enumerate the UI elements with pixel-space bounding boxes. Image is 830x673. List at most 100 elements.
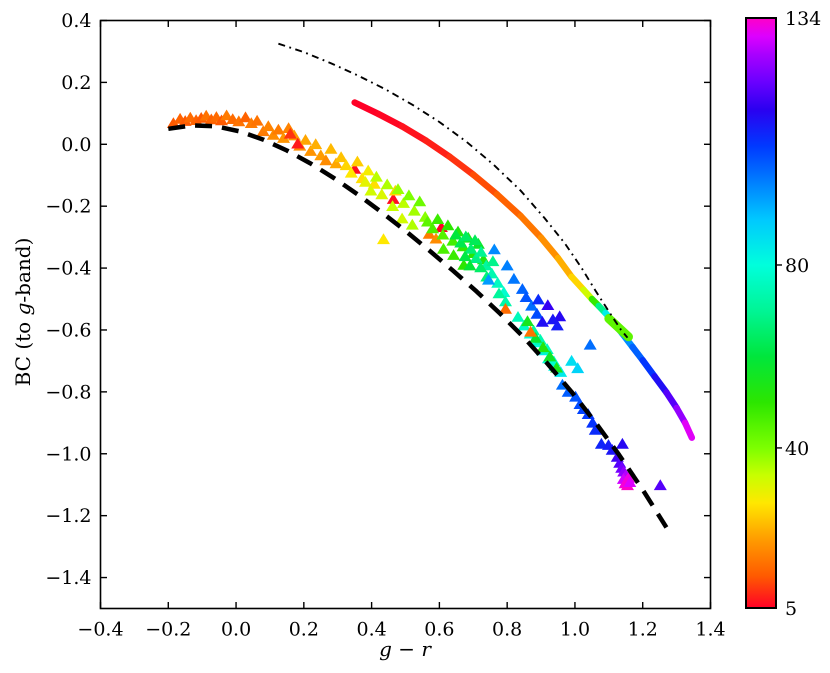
data-point-triangle [459,230,473,242]
data-point-triangle [499,302,512,314]
data-point-triangle [431,213,445,224]
data-point-triangle [482,273,495,285]
y-axis-label: BC (to g-band) [11,238,35,387]
data-point-triangle [550,319,564,331]
y-axis-label-italic-g: g [11,302,35,316]
data-point-triangle [397,197,410,208]
track-segment [517,212,545,242]
data-point-triangle [429,232,443,244]
y-tick-label: −0.4 [45,258,91,280]
x-axis-label-operator: − [398,637,416,661]
data-point-triangle [261,120,275,132]
data-point-triangle [369,170,383,182]
x-tick-label: 1.2 [628,619,658,641]
track-segment [470,171,501,198]
data-point-triangle [499,295,512,307]
data-point-triangle [500,259,514,271]
data-point-triangle [469,252,483,263]
data-point-triangle [583,338,597,350]
track-segment [446,153,477,178]
data-point-triangle [334,151,348,163]
track-segment [639,357,658,380]
data-point-triangle [615,437,629,449]
y-tick-label: 0.2 [61,72,91,94]
data-point-triangle [529,332,543,343]
data-point-triangle [299,134,312,145]
x-tick-label: 0.8 [492,619,522,641]
data-point-triangle [464,242,478,254]
data-point-triangle [515,283,529,294]
data-point-triangle [319,154,333,166]
data-point-triangle [291,137,305,149]
data-point-triangle [565,354,579,366]
data-point-triangle [277,132,290,143]
x-axis-label: g − r [379,637,431,661]
data-point-triangle [250,114,264,126]
data-point-triangle [487,243,501,255]
x-tick-label: 0.2 [289,619,319,641]
data-point-triangle [405,218,419,230]
data-point-triangle [531,293,545,305]
data-point-triangle [525,299,539,311]
data-point-triangle [458,250,472,262]
data-point-triangle [653,479,667,491]
y-tick-label: 0.4 [61,10,91,32]
data-point-triangle [441,219,455,231]
data-point-triangle [391,183,405,194]
colorbar [745,17,777,609]
data-point-triangle [282,122,296,133]
data-point-triangle [486,255,500,267]
data-point-triangle [519,291,533,302]
plot-area [99,19,712,610]
x-axis-label-r: r [421,637,431,661]
data-point-triangle [386,193,400,204]
track-segment [651,373,670,396]
y-axis-label-suffix: -band) [11,237,35,303]
y-tick-label: −1.2 [45,505,91,527]
x-tick-labels: −0.4 −0.2 0.0 0.2 0.4 0.6 0.8 1.0 1.2 1.4 [77,619,725,641]
data-point-triangle [468,234,482,245]
track-segment [537,234,562,262]
data-point-triangle [569,390,583,402]
data-point-triangle [283,127,297,139]
data-point-triangle [421,215,434,227]
y-tick-label: 0.0 [61,134,91,156]
data-point-triangle [350,155,364,167]
y-tick-label: −0.2 [45,196,91,218]
data-point-triangle [474,246,488,257]
track-segment [398,123,430,144]
data-point-triangle [546,313,560,325]
data-point-triangle [463,259,477,271]
x-tick-label: 1.4 [695,619,725,641]
data-point-triangle [359,176,372,187]
data-point-triangle [436,228,450,240]
track-segment [554,254,575,280]
data-point-triangle [395,212,409,224]
track-segment [422,137,453,160]
data-point-triangle [377,233,390,245]
x-tick-label: −0.2 [145,619,191,641]
data-point-triangle [386,200,400,211]
y-axis-label-prefix: BC (to [11,315,35,387]
data-point-triangle [166,117,180,128]
data-point-triangle [543,350,557,362]
data-point-triangle [530,307,544,319]
y-tick-label: −0.8 [45,381,91,403]
data-point-triangle [491,276,505,288]
data-point-triangle [553,310,567,322]
data-point-triangle [524,325,538,337]
track-segment [375,110,406,130]
data-point-triangle [361,164,375,176]
data-point-triangle [422,228,436,239]
data-point-triangle [588,423,602,435]
data-point-triangle [339,159,353,171]
data-point-triangle [413,195,427,207]
data-point-triangle [535,315,549,327]
data-point-triangle [375,188,389,200]
track-segment [493,191,524,220]
data-point-triangle [324,142,338,154]
data-point-triangle [380,178,394,190]
x-tick-label: −0.4 [77,619,123,641]
data-point-triangle [232,115,246,127]
